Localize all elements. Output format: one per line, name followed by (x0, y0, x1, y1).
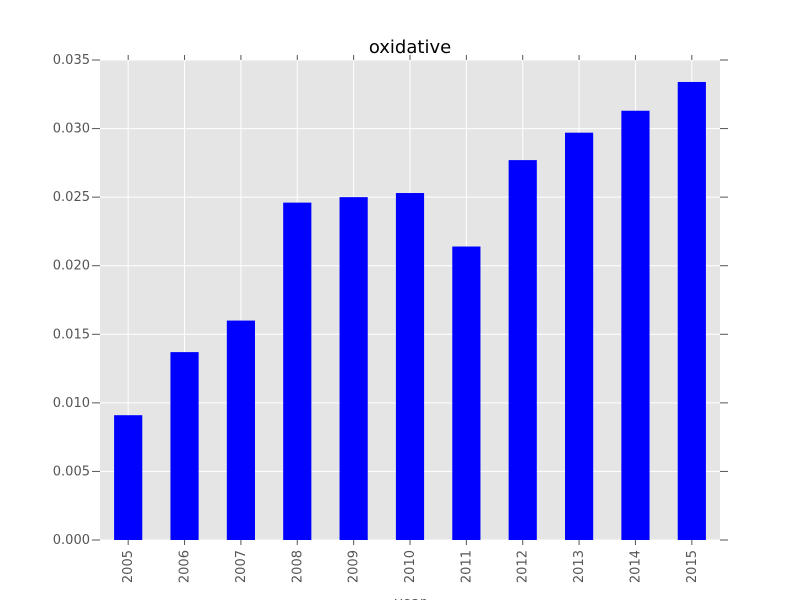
bar-2007 (226, 320, 255, 540)
chart-title: oxidative (369, 37, 451, 58)
x-tick-label: 2015 (685, 550, 700, 583)
bar-2008 (283, 202, 312, 540)
x-tick-label: 2011 (459, 550, 474, 583)
bar-2010 (395, 193, 425, 540)
x-tick-label: 2012 (516, 550, 531, 583)
bar-2011 (452, 246, 481, 540)
x-tick-labels: 2005 2006 2007 2008 2009 2010 2011 2012 2013 2014… (121, 550, 700, 583)
ticks (92, 55, 728, 545)
y-tick-labels: 0.000 0.005 0.010 0.015 0.020 0.025 0.030 0.035 (53, 53, 90, 548)
x-tick-label: 2005 (121, 550, 136, 583)
x-tick-label: 2009 (347, 550, 362, 583)
bars (114, 81, 706, 540)
bar-2005 (114, 415, 143, 540)
x-tick-label: 2008 (290, 550, 305, 583)
x-tick-label: 2006 (178, 550, 193, 583)
y-tick-label: 0.025 (53, 190, 90, 205)
y-tick-label: 0.005 (53, 464, 90, 479)
y-tick-label: 0.035 (53, 53, 90, 68)
bar-2009 (339, 197, 368, 540)
x-tick-label: 2007 (234, 550, 249, 583)
x-axis-label: year (394, 595, 425, 600)
bar-2015 (677, 81, 706, 540)
x-tick-label: 2014 (628, 550, 643, 583)
bar-2014 (621, 110, 650, 540)
y-tick-label: 0.020 (53, 259, 90, 274)
x-tick-label: 2013 (572, 550, 587, 583)
y-tick-label: 0.015 (53, 327, 90, 342)
y-tick-label: 0.030 (53, 122, 90, 137)
bar-2006 (170, 352, 199, 540)
y-tick-label: 0.010 (53, 396, 90, 411)
bar-2013 (565, 132, 594, 540)
y-tick-label: 0.000 (53, 533, 90, 548)
bar-2012 (508, 160, 537, 540)
x-tick-label: 2010 (403, 550, 418, 583)
